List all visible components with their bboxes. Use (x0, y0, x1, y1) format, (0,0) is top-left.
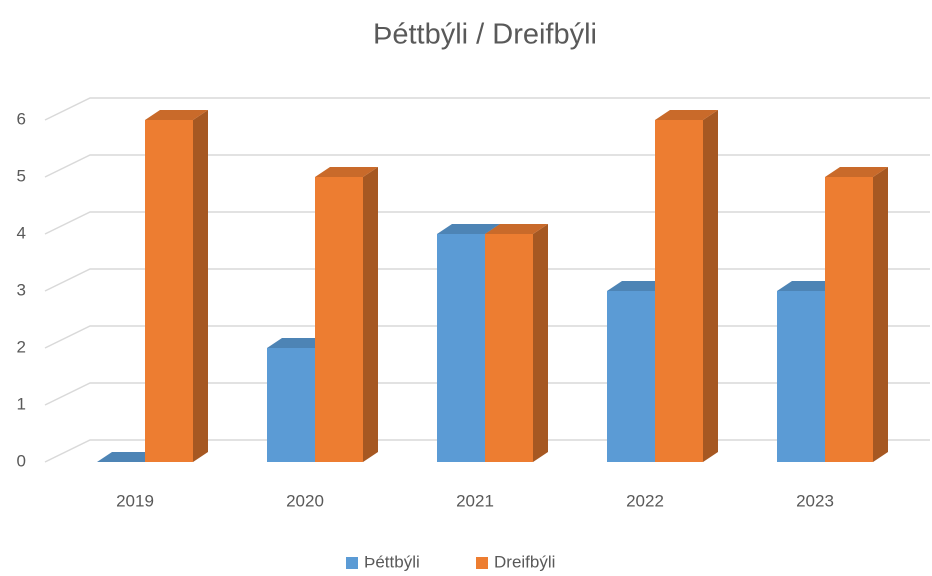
y-tick-label: 5 (17, 166, 26, 185)
bar-side (193, 110, 208, 462)
x-tick-label: 2023 (796, 491, 834, 510)
bar-front (485, 234, 533, 462)
bar-front (777, 291, 825, 462)
bar-front (315, 177, 363, 462)
y-tick-label: 4 (17, 223, 26, 242)
x-tick-label: 2020 (286, 491, 324, 510)
bar (825, 167, 888, 462)
bar-top (437, 224, 500, 234)
bar (485, 224, 548, 462)
bar-top (97, 452, 160, 462)
bar-front (267, 348, 315, 462)
bar-front (655, 120, 703, 462)
bar (145, 110, 208, 462)
x-tick-label: 2019 (116, 491, 154, 510)
grid-line (44, 268, 930, 292)
bar-top (607, 281, 670, 291)
grid-line (44, 154, 930, 178)
x-tick-label: 2021 (456, 491, 494, 510)
bar-top (655, 110, 718, 120)
bar-top (825, 167, 888, 177)
y-tick-label: 3 (17, 280, 26, 299)
legend-label: Þéttbýli (364, 552, 420, 571)
bar-side (533, 224, 548, 462)
bar-front (825, 177, 873, 462)
chart-title: Þéttbýli / Dreifbýli (373, 19, 597, 51)
bar-top (267, 338, 330, 348)
bar-side (703, 110, 718, 462)
legend-swatch (346, 557, 358, 569)
legend-label: Dreifbýli (494, 552, 555, 571)
bar-top (315, 167, 378, 177)
x-tick-label: 2022 (626, 491, 664, 510)
y-tick-label: 2 (17, 337, 26, 356)
bar-front (437, 234, 485, 462)
bar (315, 167, 378, 462)
bar-front (145, 120, 193, 462)
grid-line (44, 97, 930, 121)
grid-line (44, 211, 930, 235)
bar-side (363, 167, 378, 462)
bar (97, 452, 160, 462)
bar-top (485, 224, 548, 234)
y-tick-label: 1 (17, 394, 26, 413)
bar-front (607, 291, 655, 462)
y-tick-label: 6 (17, 109, 26, 128)
bar-top (145, 110, 208, 120)
y-tick-label: 0 (17, 451, 26, 470)
bar-top (777, 281, 840, 291)
legend-swatch (476, 557, 488, 569)
bar-side (873, 167, 888, 462)
bar (655, 110, 718, 462)
